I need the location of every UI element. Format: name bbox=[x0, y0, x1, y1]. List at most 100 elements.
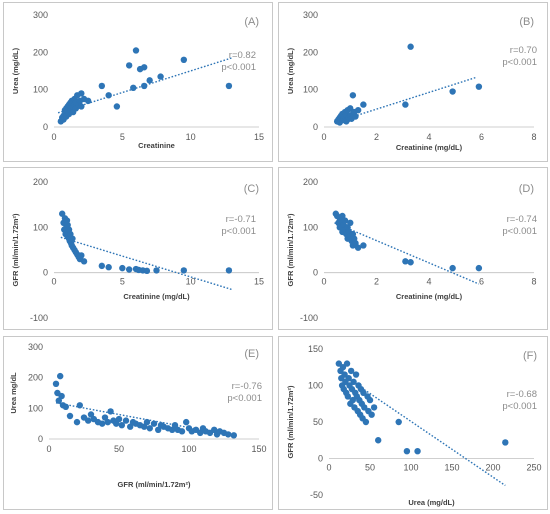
data-point bbox=[230, 432, 237, 439]
data-point bbox=[146, 425, 153, 432]
data-point bbox=[225, 431, 232, 438]
data-point bbox=[52, 380, 60, 387]
data-point bbox=[475, 83, 483, 90]
data-point bbox=[349, 396, 356, 404]
y-tick-label: 0 bbox=[318, 454, 323, 464]
trendline bbox=[334, 76, 477, 124]
trendline bbox=[55, 402, 232, 437]
chart-panel-f: -50 0 50 100 150 0 50 100 150 200 250 Urea (mg/dL) G… bbox=[278, 336, 548, 510]
data-point bbox=[99, 420, 106, 427]
stat-label: p<0.001 bbox=[502, 226, 537, 237]
data-point bbox=[98, 82, 106, 90]
stat-label: r=-0.71 bbox=[226, 214, 256, 225]
data-point bbox=[130, 84, 137, 92]
stat-label: p<0.001 bbox=[221, 62, 256, 73]
chart-f-svg: -50 0 50 100 150 0 50 100 150 200 250 Urea (mg/dL) G… bbox=[286, 344, 542, 507]
x-tick-label: 10 bbox=[186, 132, 196, 142]
y-axis-title: Urea (mg/dL) bbox=[11, 47, 20, 94]
data-point bbox=[125, 62, 133, 69]
data-point bbox=[101, 414, 109, 421]
x-tick-label: 0 bbox=[321, 277, 326, 287]
panel-label: (C) bbox=[244, 183, 259, 195]
y-axis-title: Urea (mg/dL) bbox=[286, 47, 295, 94]
y-tick-label: 200 bbox=[303, 177, 318, 187]
data-point bbox=[113, 103, 121, 110]
x-tick-label: 0 bbox=[326, 463, 331, 473]
data-point bbox=[343, 360, 351, 367]
data-point bbox=[115, 415, 123, 423]
x-tick-label: 150 bbox=[251, 444, 266, 454]
x-tick-label: 8 bbox=[531, 132, 536, 142]
y-axis-title: GFR (ml/min/1.72m²) bbox=[286, 385, 295, 458]
data-point bbox=[475, 264, 483, 272]
data-point bbox=[375, 437, 382, 444]
data-point bbox=[119, 264, 126, 272]
data-point bbox=[122, 417, 130, 424]
y-tick-label: 150 bbox=[308, 344, 323, 354]
x-tick-label: 100 bbox=[403, 463, 418, 473]
x-axis-title: Urea (mg/dL) bbox=[408, 498, 455, 507]
data-point bbox=[105, 264, 112, 271]
x-tick-label: 10 bbox=[186, 277, 196, 287]
chart-a-svg: 0 100 200 300 0 5 10 15 Creatinine Urea (mg/dL) (A… bbox=[11, 10, 264, 150]
x-tick-label: 15 bbox=[254, 277, 264, 287]
data-point bbox=[449, 88, 456, 95]
data-point bbox=[141, 423, 148, 430]
x-tick-label: 200 bbox=[485, 463, 500, 473]
data-point bbox=[502, 439, 509, 446]
chart-d-svg: -100 0 100 200 0 2 4 6 8 Creatinine (mg/dL) GFR (m… bbox=[286, 177, 537, 323]
data-point bbox=[98, 262, 106, 270]
x-axis-title: Creatinine (mg/dL) bbox=[123, 292, 190, 301]
y-tick-label: -100 bbox=[30, 313, 48, 323]
x-tick-label: 4 bbox=[426, 277, 431, 287]
y-tick-label: 100 bbox=[303, 222, 318, 232]
y-tick-label: 0 bbox=[43, 122, 48, 132]
x-tick-label: 250 bbox=[526, 463, 541, 473]
data-point bbox=[197, 429, 204, 437]
data-point bbox=[347, 367, 355, 375]
data-point bbox=[141, 82, 148, 90]
x-tick-label: 0 bbox=[321, 132, 326, 142]
data-point bbox=[370, 404, 378, 411]
x-tick-label: 5 bbox=[120, 277, 125, 287]
data-point bbox=[349, 92, 357, 99]
y-tick-label: 100 bbox=[308, 381, 323, 391]
data-point bbox=[339, 364, 347, 371]
trendline bbox=[338, 371, 506, 487]
y-tick-label: 200 bbox=[33, 177, 48, 187]
data-point bbox=[66, 412, 74, 420]
x-tick-label: 6 bbox=[479, 132, 484, 142]
data-point bbox=[155, 426, 162, 433]
data-point bbox=[183, 418, 190, 426]
y-tick-label: 300 bbox=[33, 10, 48, 20]
chart-panel-e: 0 100 200 300 0 50 100 150 GFR (ml/min/1.72m²) Ur… bbox=[3, 336, 273, 510]
data-point bbox=[118, 422, 126, 429]
stat-label: p<0.001 bbox=[502, 57, 537, 68]
data-point bbox=[141, 64, 148, 71]
data-point bbox=[113, 420, 120, 427]
data-point bbox=[341, 217, 349, 224]
chart-b-svg: 0 100 200 300 0 2 4 6 8 Creatinine (mg/dL) Urea (m… bbox=[286, 10, 537, 152]
chart-e-svg: 0 100 200 300 0 50 100 150 GFR (ml/min/1.72m²) Ur… bbox=[9, 342, 267, 489]
data-point bbox=[132, 47, 140, 54]
chart-panel-b: 0 100 200 300 0 2 4 6 8 Creatinine (mg/dL) Urea (m… bbox=[278, 2, 548, 162]
y-tick-label: 100 bbox=[33, 85, 48, 95]
y-tick-label: 50 bbox=[313, 417, 323, 427]
stat-label: r=0.82 bbox=[229, 50, 256, 61]
stat-label: p<0.001 bbox=[227, 393, 262, 404]
data-point bbox=[354, 107, 362, 114]
panel-label: (A) bbox=[244, 16, 259, 28]
x-tick-label: 15 bbox=[254, 132, 264, 142]
y-tick-label: 0 bbox=[313, 268, 318, 278]
y-tick-label: -100 bbox=[300, 313, 318, 323]
x-tick-label: 150 bbox=[444, 463, 459, 473]
x-axis-title: Creatinine bbox=[138, 141, 175, 150]
data-point bbox=[55, 397, 62, 404]
y-axis-title: GFR (ml/min/1.72m²) bbox=[11, 213, 20, 286]
data-point bbox=[366, 396, 374, 404]
data-point bbox=[57, 372, 64, 380]
y-tick-label: 300 bbox=[303, 10, 318, 20]
y-axis-title: GFR (ml/min/1.72m²) bbox=[286, 213, 295, 286]
chart-c-svg: -100 0 100 200 0 5 10 15 Creatinine (mg/dL) GFR (… bbox=[11, 177, 264, 323]
data-point bbox=[125, 266, 133, 273]
